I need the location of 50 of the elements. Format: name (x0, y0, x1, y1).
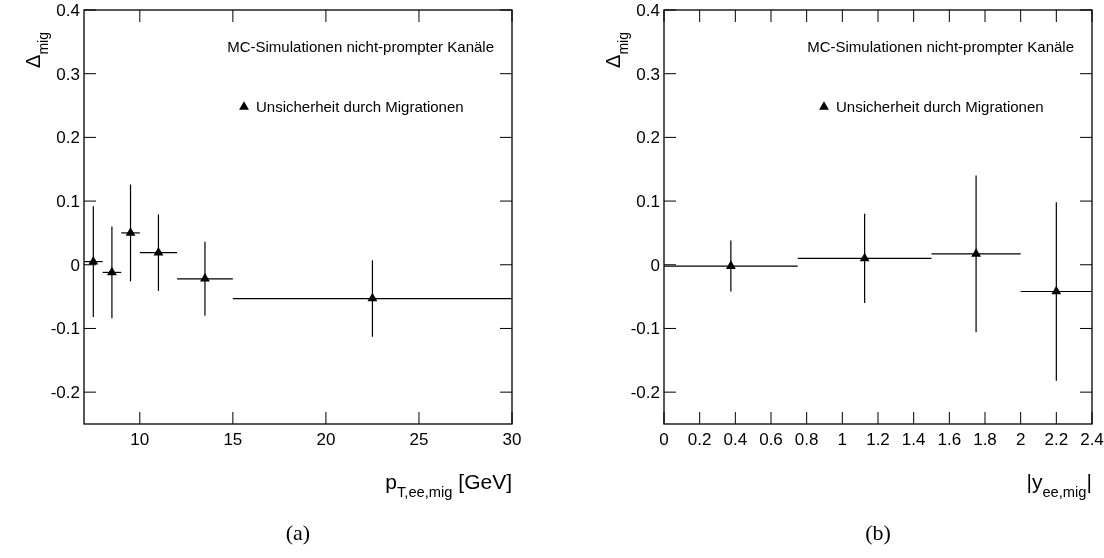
y-tick-label: 0.3 (636, 64, 660, 84)
point (125, 227, 136, 236)
legend: MC-Simulationen nicht-prompter Kanäle Unsicherheit durch Migrationen (807, 38, 1074, 116)
x-tick-label: 15 (223, 430, 243, 449)
x-axis-title: |y$_{ee,mig}$| (1026, 470, 1092, 500)
legend-label: Unsicherheit durch Migrationen (256, 98, 464, 116)
x-tick-label: 30 (502, 430, 522, 449)
x-axis-title: p$_{T,ee,mig}$ [GeV] (385, 470, 512, 500)
x-tick-label: 10 (130, 430, 150, 449)
point (200, 273, 210, 282)
y-tick-label: 0.2 (56, 128, 80, 148)
x-tick-label: 1.4 (901, 430, 926, 449)
point (106, 266, 117, 276)
point (725, 260, 736, 269)
x-tick-label: 2.2 (1044, 430, 1069, 449)
legend: MC-Simulationen nicht-prompter Kanäle Unsicherheit durch Migrationen (227, 38, 494, 116)
x-tick-label: 25 (409, 430, 429, 449)
y-tick-label: 0 (70, 255, 80, 275)
y-tick-label: 0.4 (636, 0, 660, 20)
x-tick-label: 1.8 (973, 430, 997, 449)
y-tick-label: -0.2 (630, 383, 660, 403)
x-tick-label: 1.2 (866, 430, 890, 449)
legend-title: MC-Simulationen nicht-prompter Kanäle (807, 38, 1074, 56)
legend-label: Unsicherheit durch Migrationen (836, 98, 1044, 116)
x-tick-label: 0.4 (723, 430, 748, 449)
point (88, 255, 99, 265)
y-tick-label: 0.1 (56, 192, 80, 212)
y-tick-label: -0.2 (50, 383, 80, 403)
x-tick-label: 2 (1015, 430, 1026, 449)
y-tick-label: 0.4 (56, 0, 80, 20)
legend-title: MC-Simulationen nicht-prompter Kanäle (227, 38, 494, 56)
text: (a) (285, 520, 311, 545)
x-tick-label: 1 (837, 430, 848, 449)
y-tick-label: -0.1 (630, 319, 660, 339)
x-tick-label: 2.4 (1080, 430, 1104, 449)
x-tick-label: 0.8 (794, 430, 819, 449)
x-tick-label: 0.6 (759, 430, 783, 449)
y-tick-label: 0 (650, 255, 660, 275)
x-tick-label: 20 (316, 430, 336, 449)
y-tick-label: 0.1 (636, 192, 660, 212)
y-tick-label: -0.1 (50, 319, 80, 339)
x-tick-label: 1.6 (937, 430, 962, 449)
y-tick-label: 0.3 (56, 64, 80, 84)
point (971, 248, 982, 257)
point (1051, 285, 1062, 295)
point (859, 252, 870, 262)
text: (b) (865, 520, 891, 545)
y-tick-label: 0.2 (636, 128, 660, 148)
x-tick-label: 0.2 (687, 430, 712, 449)
point (367, 292, 378, 302)
